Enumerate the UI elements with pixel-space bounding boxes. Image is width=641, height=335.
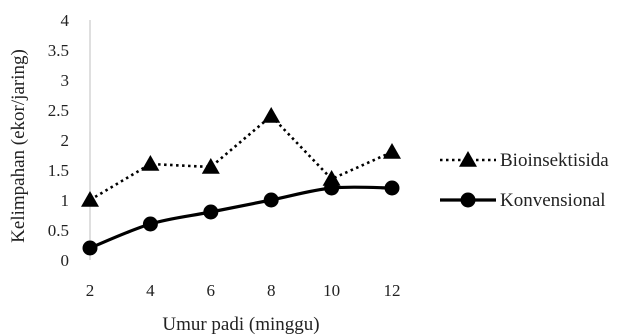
legend-label: Bioinsektisida xyxy=(500,150,609,171)
x-tick-label: 4 xyxy=(146,281,155,300)
data-point-bioinsektisida xyxy=(201,158,220,174)
y-tick-label: 1.5 xyxy=(48,161,69,180)
y-tick-label: 0.5 xyxy=(48,221,69,240)
data-point-konvensional xyxy=(142,216,158,232)
x-axis-title: Umur padi (minggu) xyxy=(162,314,319,335)
data-point-bioinsektisida xyxy=(322,170,341,186)
y-tick-label: 3 xyxy=(61,71,70,90)
legend-marker xyxy=(460,192,476,208)
data-point-bioinsektisida xyxy=(383,143,401,159)
y-tick-label: 0 xyxy=(61,251,70,270)
plot-area: 0 0.5 1 1.5 2 2.5 3 3.5 4 2 4 6 8 10 12 xyxy=(48,11,401,300)
x-tick-label: 6 xyxy=(207,281,216,300)
x-tick-label: 12 xyxy=(384,281,401,300)
data-point-bioinsektisida xyxy=(141,155,160,171)
data-point-konvensional xyxy=(263,192,279,208)
data-point-konvensional xyxy=(324,180,340,196)
legend-marker xyxy=(459,151,477,167)
y-tick-label: 3.5 xyxy=(48,41,69,60)
y-axis-title: Kelimpahan (ekor/jaring) xyxy=(8,49,29,243)
y-tick-label: 1 xyxy=(61,191,70,210)
y-tick-label: 2 xyxy=(61,131,70,150)
y-axis-title-group: Kelimpahan (ekor/jaring) xyxy=(8,49,29,243)
y-tick-label: 4 xyxy=(61,11,70,30)
data-point-konvensional xyxy=(203,204,219,220)
x-tick-label: 10 xyxy=(323,281,340,300)
data-point-konvensional xyxy=(384,180,400,196)
x-tick-label: 2 xyxy=(86,281,95,300)
y-tick-label: 2.5 xyxy=(48,101,69,120)
series-line-konvensional xyxy=(89,185,393,250)
legend: Bioinsektisida Konvensional xyxy=(440,150,609,211)
data-point-konvensional xyxy=(82,240,98,256)
legend-item-konvensional: Konvensional xyxy=(440,190,606,211)
data-point-bioinsektisida xyxy=(262,107,281,123)
x-tick-label: 8 xyxy=(267,281,276,300)
series-line-bioinsektisida xyxy=(89,114,393,202)
legend-label: Konvensional xyxy=(500,190,606,211)
data-point-bioinsektisida xyxy=(81,191,99,207)
legend-item-bioinsektisida: Bioinsektisida xyxy=(440,150,609,171)
